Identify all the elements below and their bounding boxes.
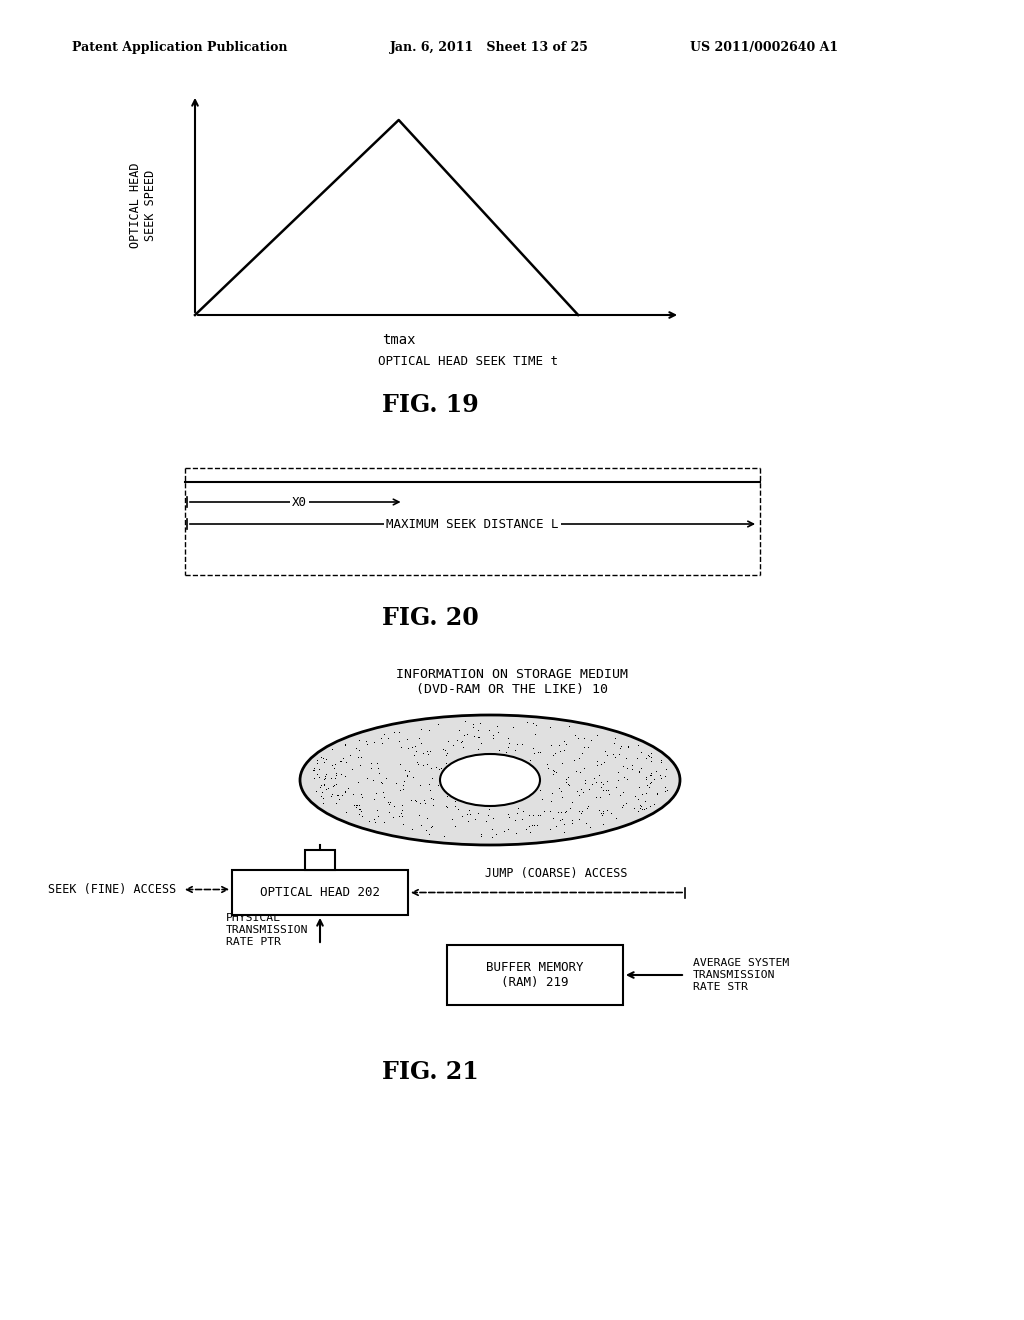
Text: JUMP (COARSE) ACCESS: JUMP (COARSE) ACCESS: [485, 867, 628, 880]
Text: FIG. 19: FIG. 19: [382, 393, 478, 417]
Text: Jan. 6, 2011   Sheet 13 of 25: Jan. 6, 2011 Sheet 13 of 25: [390, 41, 589, 54]
Text: US 2011/0002640 A1: US 2011/0002640 A1: [690, 41, 838, 54]
Text: OPTICAL HEAD SEEK TIME t: OPTICAL HEAD SEEK TIME t: [378, 355, 557, 368]
Text: AVERAGE SYSTEM
TRANSMISSION
RATE STR: AVERAGE SYSTEM TRANSMISSION RATE STR: [693, 958, 790, 991]
Text: INFORMATION ON STORAGE MEDIUM
(DVD-RAM OR THE LIKE) 10: INFORMATION ON STORAGE MEDIUM (DVD-RAM O…: [396, 668, 628, 696]
Text: BUFFER MEMORY
(RAM) 219: BUFFER MEMORY (RAM) 219: [486, 961, 584, 989]
Text: Patent Application Publication: Patent Application Publication: [72, 41, 288, 54]
Text: PHYSICAL
TRANSMISSION
RATE PTR: PHYSICAL TRANSMISSION RATE PTR: [225, 913, 308, 946]
Text: FIG. 21: FIG. 21: [382, 1060, 478, 1084]
Text: SEEK (FINE) ACCESS: SEEK (FINE) ACCESS: [48, 883, 176, 896]
FancyBboxPatch shape: [447, 945, 623, 1005]
Text: MAXIMUM SEEK DISTANCE L: MAXIMUM SEEK DISTANCE L: [386, 517, 559, 531]
Text: OPTICAL HEAD
SEEK SPEED: OPTICAL HEAD SEEK SPEED: [129, 162, 157, 248]
Text: tmax: tmax: [382, 333, 416, 347]
Ellipse shape: [440, 754, 540, 807]
Text: X0: X0: [292, 495, 307, 508]
Text: OPTICAL HEAD 202: OPTICAL HEAD 202: [260, 886, 380, 899]
Text: FIG. 20: FIG. 20: [382, 606, 478, 630]
Ellipse shape: [300, 715, 680, 845]
FancyBboxPatch shape: [305, 850, 335, 870]
FancyBboxPatch shape: [232, 870, 408, 915]
